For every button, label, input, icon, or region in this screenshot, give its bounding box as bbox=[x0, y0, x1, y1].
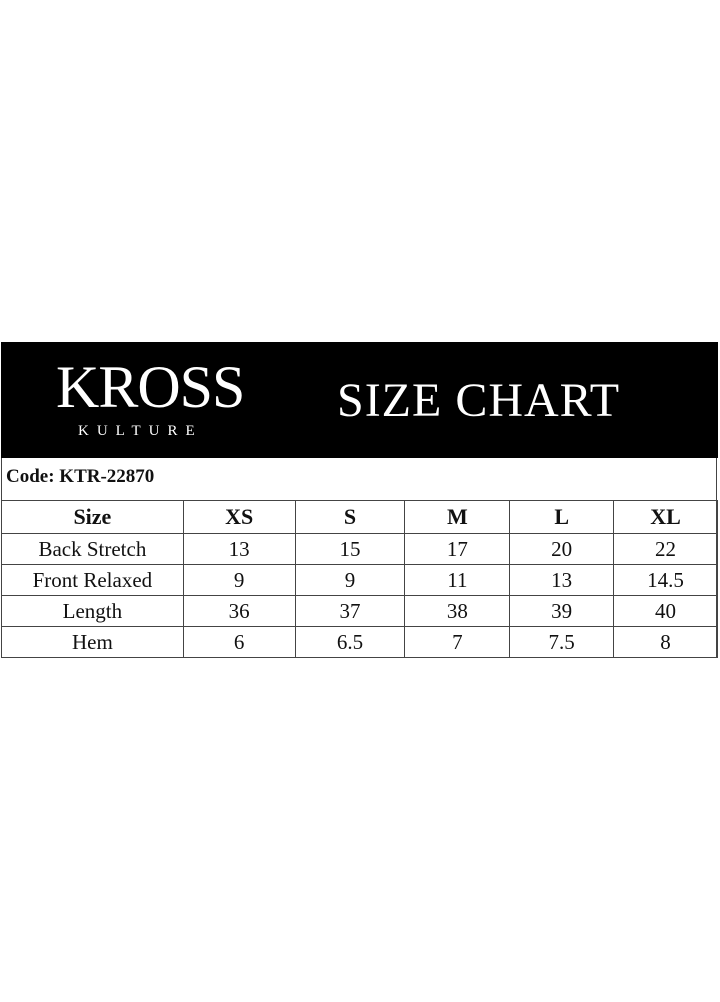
table-row: Hem 6 6.5 7 7.5 8 bbox=[1, 626, 718, 658]
table-cell: 8 bbox=[613, 626, 718, 658]
table-cell: 15 bbox=[294, 533, 406, 565]
size-table: Size XS S M L XL Back Stretch 13 15 17 20 22 Front R… bbox=[1, 500, 718, 658]
row-label: Length bbox=[1, 595, 184, 627]
table-cell: 36 bbox=[182, 595, 296, 627]
table-row: Back Stretch 13 15 17 20 22 bbox=[1, 533, 718, 565]
table-cell: 39 bbox=[509, 595, 615, 627]
table-cell: XL bbox=[613, 500, 718, 534]
table-cell: 38 bbox=[404, 595, 511, 627]
table-cell: 17 bbox=[404, 533, 511, 565]
table-row: Length 36 37 38 39 40 bbox=[1, 595, 718, 627]
row-label: Hem bbox=[1, 626, 184, 658]
table-cell: 7 bbox=[404, 626, 511, 658]
table-cell: 13 bbox=[182, 533, 296, 565]
logo-sub: KULTURE bbox=[78, 423, 203, 439]
table-cell: 40 bbox=[613, 595, 718, 627]
table-cell: 11 bbox=[404, 564, 511, 596]
table-cell: L bbox=[509, 500, 615, 534]
table-cell: 37 bbox=[294, 595, 406, 627]
table-cell: 20 bbox=[509, 533, 615, 565]
page-title: SIZE CHART bbox=[337, 374, 621, 427]
logo-main: KROSS bbox=[56, 354, 245, 420]
table-cell: 9 bbox=[294, 564, 406, 596]
table-cell: 6.5 bbox=[294, 626, 406, 658]
product-code: Code: KTR-22870 bbox=[6, 466, 155, 487]
table-header-row: Size XS S M L XL bbox=[1, 500, 718, 534]
table-cell: 14.5 bbox=[613, 564, 718, 596]
brand-logo: KROSS KULTURE bbox=[56, 356, 245, 446]
table-cell: 13 bbox=[509, 564, 615, 596]
header-band: KROSS KULTURE SIZE CHART bbox=[1, 342, 718, 458]
table-cell: S bbox=[294, 500, 406, 534]
table-cell: 22 bbox=[613, 533, 718, 565]
row-label: Size bbox=[1, 500, 184, 534]
table-cell: M bbox=[404, 500, 511, 534]
row-label: Back Stretch bbox=[1, 533, 184, 565]
table-cell: 6 bbox=[182, 626, 296, 658]
table-cell: 7.5 bbox=[509, 626, 615, 658]
table-cell: 9 bbox=[182, 564, 296, 596]
table-row: Front Relaxed 9 9 11 13 14.5 bbox=[1, 564, 718, 596]
table-cell: XS bbox=[182, 500, 296, 534]
row-label: Front Relaxed bbox=[1, 564, 184, 596]
